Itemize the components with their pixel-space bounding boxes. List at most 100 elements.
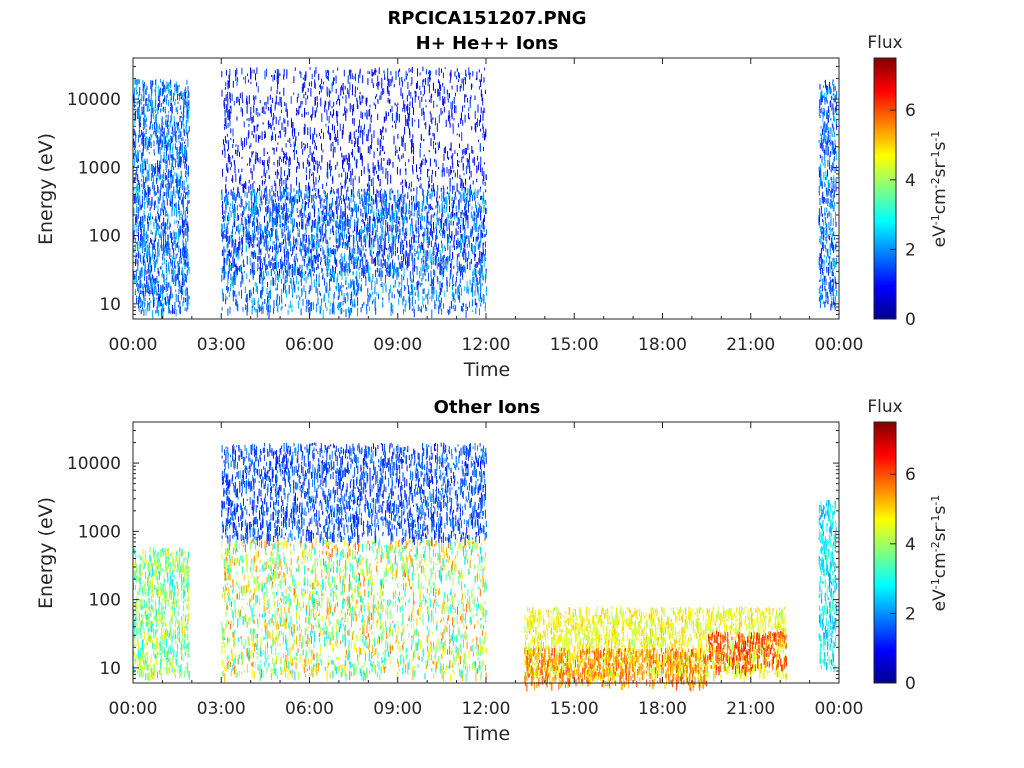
flux-streak [247, 79, 249, 83]
flux-streak [177, 253, 178, 256]
flux-streak [158, 280, 160, 283]
flux-streak [160, 208, 162, 217]
flux-streak [362, 245, 364, 251]
flux-streak [381, 200, 383, 207]
flux-streak [403, 100, 405, 109]
flux-streak [183, 92, 185, 97]
flux-streak [313, 156, 315, 165]
flux-streak [448, 192, 450, 198]
flux-streak [133, 271, 135, 280]
flux-streak [289, 280, 291, 284]
flux-streak [312, 239, 314, 246]
flux-streak [135, 275, 137, 282]
flux-streak [270, 135, 272, 141]
flux-streak [138, 225, 140, 232]
flux-streak [434, 158, 435, 163]
flux-streak [413, 274, 414, 283]
flux-streak [388, 289, 390, 294]
flux-streak [139, 222, 141, 227]
flux-streak [171, 208, 173, 213]
flux-streak [316, 232, 318, 238]
flux-streak [150, 103, 152, 106]
flux-streak [170, 90, 172, 96]
flux-streak [155, 277, 157, 284]
flux-streak [170, 158, 172, 162]
flux-streak [228, 235, 230, 244]
flux-streak [347, 87, 349, 94]
flux-streak [310, 248, 312, 254]
flux-streak [348, 236, 350, 246]
flux-streak [276, 230, 278, 237]
flux-streak [423, 265, 425, 272]
flux-streak [175, 145, 177, 148]
flux-streak [177, 174, 179, 183]
flux-streak [187, 261, 189, 266]
flux-streak [305, 234, 307, 243]
flux-streak [326, 172, 328, 178]
flux-streak [416, 251, 418, 255]
flux-streak [172, 261, 173, 269]
flux-streak [476, 222, 477, 231]
flux-streak [292, 246, 294, 255]
flux-streak [478, 257, 480, 265]
flux-streak [356, 209, 357, 218]
flux-streak [146, 240, 148, 244]
flux-streak [273, 204, 275, 213]
flux-streak [266, 245, 268, 254]
flux-streak [259, 191, 261, 197]
flux-streak [387, 171, 389, 177]
flux-streak [471, 247, 473, 250]
flux-streak [329, 160, 331, 169]
flux-streak [420, 90, 422, 95]
flux-streak [177, 85, 179, 90]
flux-streak [402, 261, 404, 268]
flux-streak [459, 86, 461, 92]
flux-streak [386, 205, 388, 214]
flux-streak [144, 302, 146, 308]
flux-streak [188, 302, 190, 305]
flux-streak [413, 188, 415, 191]
flux-streak [181, 111, 182, 115]
flux-streak [469, 72, 471, 75]
flux-streak [141, 163, 143, 171]
flux-streak [181, 176, 183, 180]
flux-streak [368, 184, 370, 193]
flux-streak [327, 76, 329, 80]
flux-streak [317, 215, 319, 223]
flux-streak [427, 169, 429, 178]
flux-streak [405, 236, 407, 239]
flux-streak [187, 108, 189, 116]
flux-streak [409, 233, 411, 236]
flux-streak [452, 162, 454, 168]
flux-streak [428, 70, 430, 79]
flux-streak [146, 253, 148, 258]
flux-streak [480, 221, 482, 228]
flux-streak [142, 286, 144, 296]
flux-streak [178, 210, 180, 214]
flux-streak [264, 253, 266, 259]
flux-streak [382, 126, 384, 130]
flux-streak [337, 285, 339, 289]
flux-streak [397, 70, 399, 77]
flux-streak [368, 168, 370, 173]
flux-streak [144, 133, 146, 137]
flux-streak [142, 235, 144, 245]
flux-streak [401, 155, 403, 159]
flux-streak [224, 269, 226, 279]
flux-streak [183, 206, 185, 215]
flux-streak [409, 199, 410, 206]
flux-streak [181, 192, 183, 197]
flux-streak [144, 233, 146, 242]
flux-streak [407, 112, 409, 119]
flux-streak [253, 261, 255, 269]
flux-streak [404, 228, 406, 236]
flux-streak [419, 148, 421, 158]
flux-streak [162, 180, 164, 189]
flux-streak [175, 147, 177, 151]
flux-streak [326, 255, 328, 264]
flux-streak [428, 150, 430, 153]
flux-streak [407, 105, 408, 115]
flux-streak [167, 114, 169, 119]
flux-streak [135, 186, 137, 193]
flux-streak [321, 128, 322, 134]
